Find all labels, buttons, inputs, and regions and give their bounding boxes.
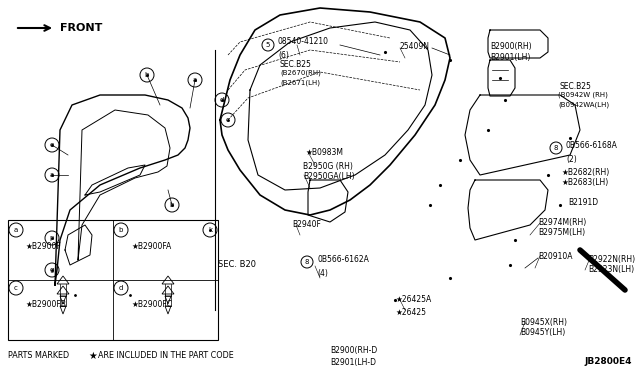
Text: 0B566-6168A: 0B566-6168A xyxy=(566,141,618,150)
Text: B0945X(RH): B0945X(RH) xyxy=(520,318,567,327)
Text: B2950GA(LH): B2950GA(LH) xyxy=(303,172,355,181)
Text: ★B2900FB: ★B2900FB xyxy=(26,300,67,309)
Text: ARE INCLUDED IN THE PART CODE: ARE INCLUDED IN THE PART CODE xyxy=(98,352,234,360)
Text: B0945Y(LH): B0945Y(LH) xyxy=(520,328,565,337)
Text: (B2670(RH): (B2670(RH) xyxy=(280,70,321,77)
Text: b: b xyxy=(170,202,174,208)
Text: ★: ★ xyxy=(88,351,97,361)
Text: (2): (2) xyxy=(566,155,577,164)
Text: B2975M(LH): B2975M(LH) xyxy=(538,228,585,237)
Text: JB2800E4: JB2800E4 xyxy=(584,356,632,366)
Text: 5: 5 xyxy=(266,42,270,48)
Text: B20910A: B20910A xyxy=(538,252,573,261)
Text: ★B0983M: ★B0983M xyxy=(305,148,343,157)
Text: B2900(RH): B2900(RH) xyxy=(490,42,532,51)
Text: ★B2900F: ★B2900F xyxy=(26,242,61,251)
Text: p: p xyxy=(50,235,54,241)
Text: a: a xyxy=(50,172,54,178)
Text: 0B566-6162A: 0B566-6162A xyxy=(317,254,369,263)
Text: c: c xyxy=(14,285,18,291)
Text: c: c xyxy=(226,117,230,123)
Text: b: b xyxy=(145,72,149,78)
Text: g: g xyxy=(50,267,54,273)
Text: ★B2683(LH): ★B2683(LH) xyxy=(562,178,609,187)
Text: B2922N(RH): B2922N(RH) xyxy=(588,255,635,264)
Text: SEC.B25: SEC.B25 xyxy=(560,82,592,91)
Text: e: e xyxy=(50,142,54,148)
Text: B2923N(LH): B2923N(LH) xyxy=(588,265,634,274)
Text: k: k xyxy=(208,227,212,233)
Text: 25409N: 25409N xyxy=(400,42,430,51)
Text: ★B2900FA: ★B2900FA xyxy=(131,242,172,251)
Text: ★26425A: ★26425A xyxy=(395,295,431,304)
Text: PARTS MARKED: PARTS MARKED xyxy=(8,352,72,360)
Text: ★B2682(RH): ★B2682(RH) xyxy=(562,168,611,177)
Text: 8: 8 xyxy=(305,259,309,265)
Text: (B0942WA(LH): (B0942WA(LH) xyxy=(558,102,609,109)
Text: (6): (6) xyxy=(278,51,289,60)
Text: B2950G (RH): B2950G (RH) xyxy=(303,162,353,171)
Text: ★26425: ★26425 xyxy=(395,308,426,317)
Text: B2974M(RH): B2974M(RH) xyxy=(538,218,586,227)
Text: B2940F: B2940F xyxy=(292,220,321,229)
Text: B2191D: B2191D xyxy=(568,198,598,207)
Text: SEC.B25: SEC.B25 xyxy=(280,60,312,69)
Text: 08540-41210: 08540-41210 xyxy=(278,38,329,46)
Text: 8: 8 xyxy=(554,145,558,151)
Text: a: a xyxy=(193,77,197,83)
Text: (4): (4) xyxy=(317,269,328,278)
Text: SEC. B20: SEC. B20 xyxy=(218,260,256,269)
Text: ★B2900FC: ★B2900FC xyxy=(131,300,172,309)
Text: B2901(LH-D: B2901(LH-D xyxy=(330,357,376,366)
Text: b: b xyxy=(119,227,123,233)
Text: (B2671(LH): (B2671(LH) xyxy=(280,80,320,87)
Text: a: a xyxy=(14,227,18,233)
Text: B2900(RH-D: B2900(RH-D xyxy=(330,346,377,356)
Text: B2901(LH): B2901(LH) xyxy=(490,53,531,62)
FancyBboxPatch shape xyxy=(8,220,218,340)
Text: d: d xyxy=(220,97,224,103)
Text: d: d xyxy=(119,285,123,291)
Text: (B0942W (RH): (B0942W (RH) xyxy=(558,92,608,99)
Text: FRONT: FRONT xyxy=(60,23,102,33)
